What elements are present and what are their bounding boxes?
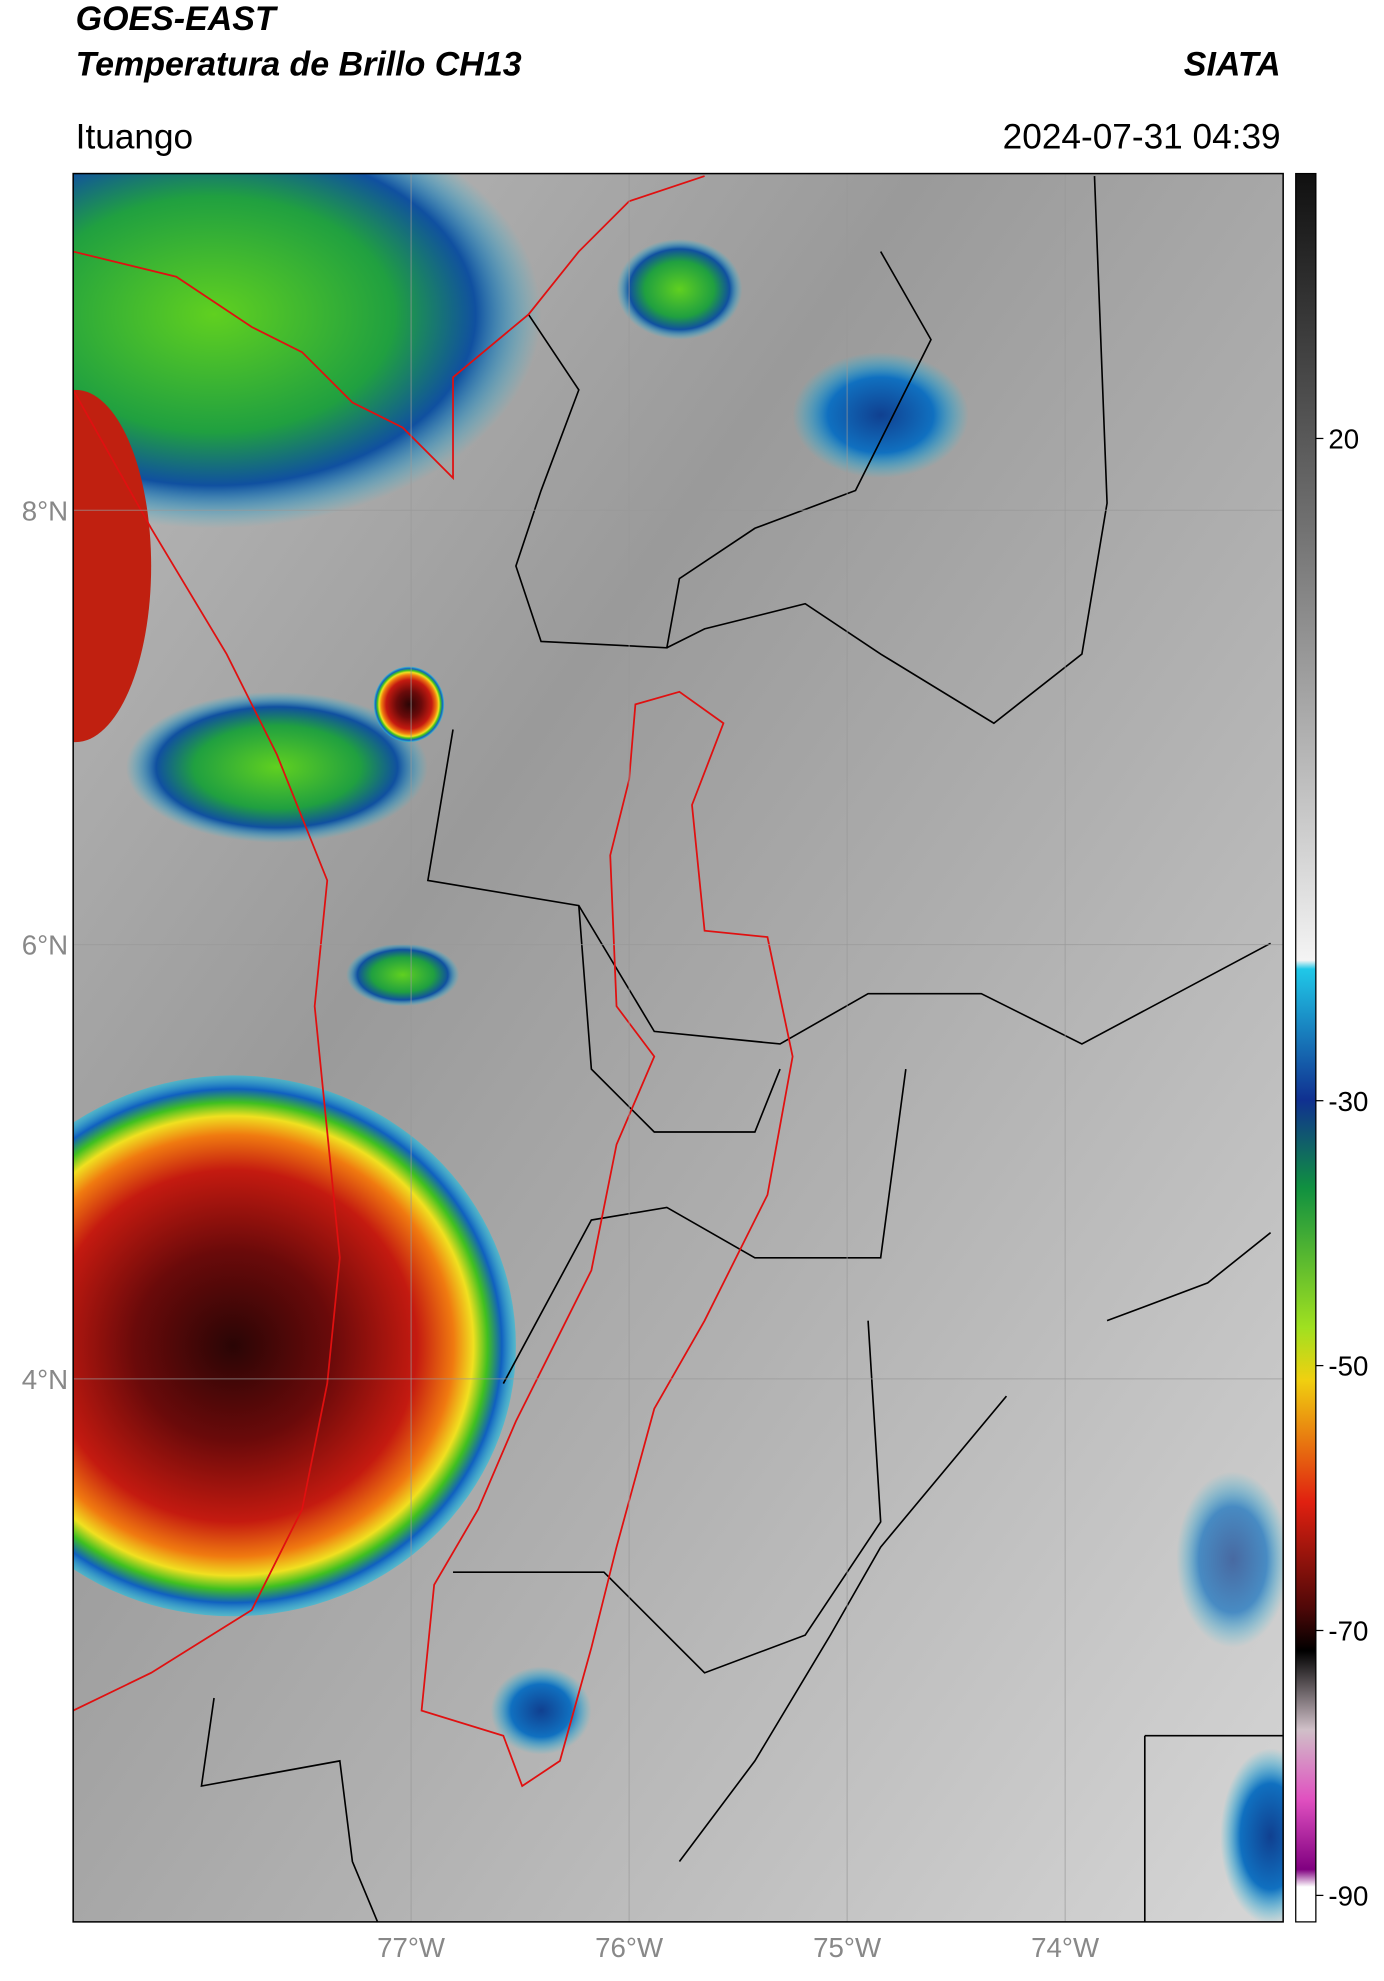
lat-label: 8°N <box>22 495 68 526</box>
lon-label: 75°W <box>813 1932 882 1963</box>
lon-label: 77°W <box>377 1932 446 1963</box>
brand: SIATA <box>1184 45 1281 83</box>
title-line1: GOES-EAST <box>76 0 279 38</box>
colorbar-tick-label: -50 <box>1328 1351 1368 1382</box>
lon-label: 76°W <box>595 1932 664 1963</box>
lat-label: 6°N <box>22 930 68 961</box>
lat-label: 4°N <box>22 1364 68 1395</box>
colorbar-tick-label: -90 <box>1328 1880 1368 1911</box>
colorbar-tick-label: -70 <box>1328 1616 1368 1647</box>
colorbar <box>1295 172 1317 1923</box>
satellite-image <box>73 173 1284 1922</box>
location: Ituango <box>76 117 193 156</box>
title-line2: Temperatura de Brillo CH13 <box>76 45 522 83</box>
map-frame <box>72 172 1284 1923</box>
lon-label: 74°W <box>1031 1932 1100 1963</box>
grid <box>73 173 1284 1922</box>
datetime: 2024-07-31 04:39 <box>1003 117 1281 156</box>
colorbar-tick-label: 20 <box>1328 424 1359 455</box>
colorbar-tick-label: -30 <box>1328 1086 1368 1117</box>
